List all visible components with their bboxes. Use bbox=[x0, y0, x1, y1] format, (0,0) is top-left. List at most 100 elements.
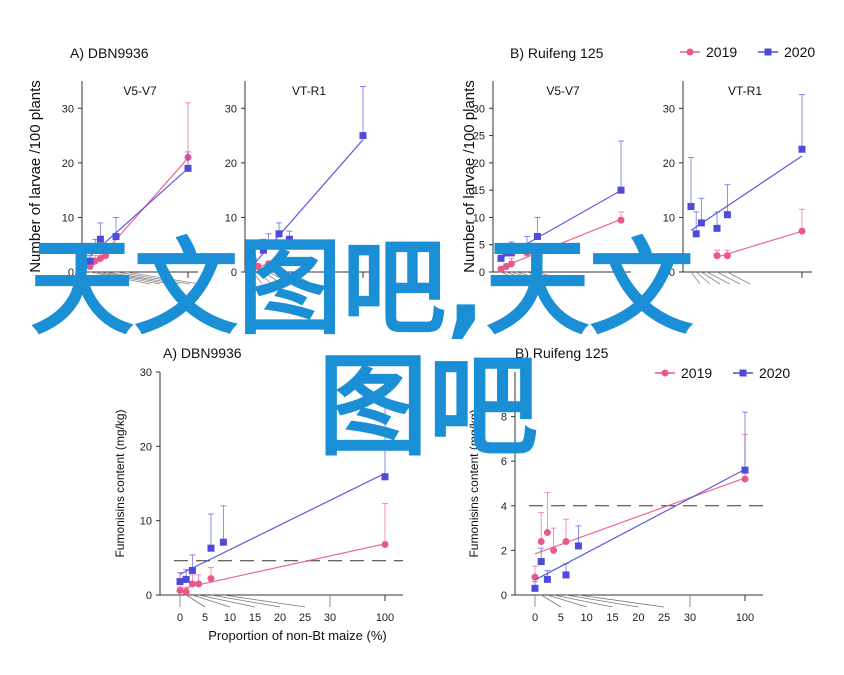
x-tick-connector bbox=[223, 594, 306, 608]
data-point bbox=[96, 235, 104, 243]
data-point bbox=[265, 241, 273, 249]
data-point bbox=[617, 186, 625, 194]
x-tick-connector bbox=[506, 271, 539, 285]
y-tick-label: 0 bbox=[68, 267, 74, 279]
y-tick-label: 0 bbox=[669, 267, 675, 279]
legend-bottom: 2019 2020 bbox=[655, 365, 790, 381]
x-tick-connector bbox=[210, 594, 281, 608]
data-point bbox=[562, 571, 570, 579]
y-tick-label: 10 bbox=[62, 212, 74, 224]
trend-line bbox=[716, 230, 803, 258]
data-point bbox=[798, 145, 806, 153]
y-tick-label: 6 bbox=[501, 456, 507, 468]
chart-panel-1: 0 10 20 30 V5-V7 A) DBN9936 Number of larvae /… bbox=[27, 45, 201, 285]
x-tick-label: 25 bbox=[299, 612, 311, 624]
y-tick-label: 30 bbox=[473, 103, 485, 115]
x-tick-connector bbox=[89, 271, 151, 285]
data-point bbox=[96, 254, 104, 262]
x-tick-label: 5 bbox=[558, 612, 564, 624]
data-point bbox=[91, 246, 99, 254]
legend-label: 2019 bbox=[681, 365, 712, 381]
data-point bbox=[562, 537, 570, 545]
subplot-title: V5-V7 bbox=[123, 84, 157, 98]
y-tick-label: 0 bbox=[479, 267, 485, 279]
x-tick-connector bbox=[198, 594, 256, 608]
data-point bbox=[507, 260, 515, 268]
series-2020 bbox=[86, 151, 192, 265]
data-point bbox=[697, 219, 705, 227]
y-tick-label: 20 bbox=[62, 158, 74, 170]
data-point bbox=[176, 587, 184, 595]
data-point bbox=[188, 566, 196, 574]
x-tick-label: 30 bbox=[324, 612, 336, 624]
subplot-title: V5-V7 bbox=[546, 84, 580, 98]
data-point bbox=[249, 265, 257, 273]
x-tick-connector bbox=[701, 271, 721, 285]
data-point bbox=[713, 224, 721, 232]
series-2020 bbox=[687, 94, 806, 238]
x-tick-connector bbox=[690, 271, 701, 285]
series-2020 bbox=[249, 86, 367, 266]
data-point bbox=[86, 263, 94, 271]
y-axis-label: Fumonisins content (mg/kg) bbox=[113, 409, 127, 557]
y-tick-label: 20 bbox=[473, 158, 485, 170]
x-tick-label: 20 bbox=[632, 612, 644, 624]
y-tick-label: 2 bbox=[501, 545, 507, 557]
x-tick-connector bbox=[500, 271, 529, 285]
panel-title: A) DBN9936 bbox=[163, 345, 242, 361]
data-point bbox=[723, 211, 731, 219]
y-axis-label: Fumonisins content (mg/kg) bbox=[467, 409, 481, 557]
data-point bbox=[523, 249, 531, 257]
y-tick-label: 20 bbox=[225, 158, 237, 170]
chart-panel-6: 0 2 4 6 8 0 5 10 15 20 25 30 100 B) Ruifeng 125 Fumoni… bbox=[467, 345, 763, 624]
series-2019 bbox=[531, 433, 749, 581]
y-tick-label: 5 bbox=[479, 240, 485, 252]
x-tick-connector bbox=[706, 271, 731, 285]
data-point bbox=[531, 584, 539, 592]
y-tick-label: 30 bbox=[62, 103, 74, 115]
y-tick-label: 15 bbox=[473, 185, 485, 197]
legend-marker bbox=[739, 369, 747, 377]
series-2019 bbox=[249, 260, 273, 273]
x-tick-connector bbox=[100, 271, 171, 285]
data-point bbox=[497, 265, 505, 273]
data-point bbox=[523, 243, 531, 251]
data-point bbox=[195, 580, 203, 588]
x-tick-label: 10 bbox=[224, 612, 236, 624]
x-tick-label: 15 bbox=[249, 612, 261, 624]
x-tick-connector bbox=[695, 271, 711, 285]
y-tick-label: 4 bbox=[501, 501, 507, 513]
legend-label: 2020 bbox=[784, 44, 815, 60]
data-point bbox=[502, 249, 510, 257]
x-tick-label: 25 bbox=[658, 612, 670, 624]
x-tick-connector bbox=[263, 271, 283, 285]
data-point bbox=[381, 540, 389, 548]
y-tick-label: 20 bbox=[663, 158, 675, 170]
y-tick-label: 0 bbox=[146, 590, 152, 602]
data-point bbox=[687, 203, 695, 211]
x-tick-connector bbox=[716, 271, 741, 285]
x-tick-connector bbox=[526, 271, 569, 285]
data-point bbox=[537, 558, 545, 566]
data-point bbox=[550, 546, 558, 554]
x-tick-connector bbox=[95, 271, 161, 285]
data-point bbox=[112, 233, 120, 241]
trend-line bbox=[690, 155, 803, 231]
data-point bbox=[798, 227, 806, 235]
x-tick-connector bbox=[105, 271, 181, 285]
data-point bbox=[249, 257, 257, 265]
legend-top: 2019 2020 bbox=[680, 44, 815, 60]
series-2020 bbox=[497, 140, 625, 262]
data-point bbox=[182, 588, 190, 596]
trend-line bbox=[179, 472, 386, 575]
y-axis-label: Number of larvae /100 plants bbox=[27, 80, 44, 273]
data-point bbox=[692, 230, 700, 238]
data-point bbox=[543, 529, 551, 537]
y-axis-label: Number of larvae /100 plants bbox=[461, 80, 478, 273]
x-tick-label: 100 bbox=[736, 612, 754, 624]
x-tick-label: 0 bbox=[532, 612, 538, 624]
y-tick-label: 10 bbox=[473, 212, 485, 224]
x-tick-connector bbox=[268, 271, 293, 285]
data-point bbox=[188, 580, 196, 588]
